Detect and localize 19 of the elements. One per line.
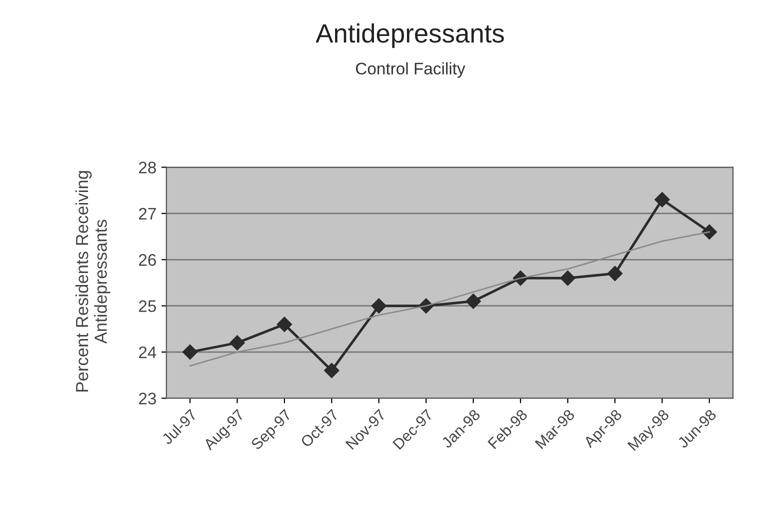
chart-subtitle: Control Facility [356, 62, 466, 78]
point [560, 270, 576, 286]
point [182, 344, 198, 360]
y-tick-label: 28 [138, 162, 156, 174]
y-tick-label: 27 [138, 208, 156, 220]
chart-title: Antidepressants [316, 23, 504, 48]
point [466, 294, 481, 309]
y-tick-label: 26 [138, 254, 156, 266]
y-axis-title: Percent Residents Receiving Antidepressants [75, 171, 110, 392]
y-tick-label: 24 [138, 346, 156, 358]
point [607, 266, 623, 282]
point [276, 316, 292, 332]
y-tick-label: 25 [138, 300, 156, 312]
point [230, 335, 245, 350]
point [324, 362, 340, 378]
point [702, 224, 717, 240]
y-tick-label: 23 [138, 392, 156, 404]
point [371, 298, 386, 314]
point [654, 192, 670, 208]
